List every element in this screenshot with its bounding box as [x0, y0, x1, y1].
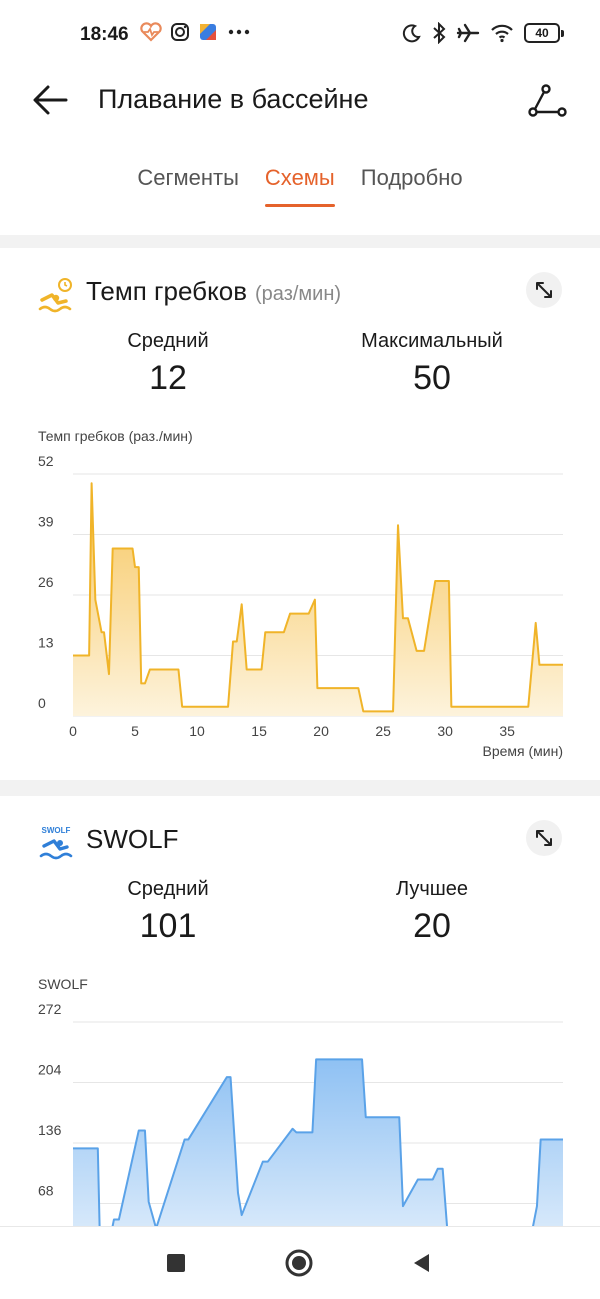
swolf-avg-value: 101 — [139, 907, 197, 945]
airplane-icon — [456, 23, 480, 43]
stroke-card-title-text: Темп гребков — [86, 276, 248, 306]
bluetooth-icon — [433, 22, 446, 44]
tab-charts[interactable]: Схемы — [264, 165, 335, 207]
x-tick-label: 35 — [499, 723, 515, 739]
tab-bar: Сегменты Схемы Подробно — [0, 165, 600, 207]
series-area — [73, 483, 563, 716]
x-tick-label: 25 — [375, 723, 391, 739]
swolf-chart: 68 136 204 272 — [38, 1001, 563, 1226]
x-tick-label: 0 — [69, 723, 77, 739]
swolf-best-stat: Лучшее 20 — [322, 878, 542, 946]
health-icon — [140, 22, 162, 42]
stroke-max-value: 50 — [413, 359, 451, 397]
tab-details[interactable]: Подробно — [360, 165, 463, 190]
recents-button[interactable] — [160, 1247, 192, 1279]
moon-icon — [402, 24, 421, 43]
y-tick-label: 68 — [38, 1183, 54, 1199]
status-bar: 18:46 — [0, 0, 600, 70]
tab-segments[interactable]: Сегменты — [137, 165, 239, 190]
stroke-chart-ylabel: Темп гребков (раз./мин) — [38, 428, 193, 444]
system-nav-bar — [0, 1226, 600, 1299]
x-tick-label: 20 — [313, 723, 329, 739]
back-button[interactable] — [30, 82, 80, 122]
route-button[interactable] — [526, 80, 570, 124]
series-area — [73, 1059, 563, 1226]
stroke-max-stat: Максимальный 50 — [322, 330, 542, 398]
y-tick-label: 13 — [38, 635, 54, 651]
y-tick-label: 0 — [38, 695, 46, 711]
instagram-icon — [171, 23, 189, 41]
y-tick-label: 136 — [38, 1122, 62, 1138]
swimmer-clock-icon — [38, 278, 72, 313]
stroke-avg-label: Средний — [127, 330, 209, 352]
series-line — [73, 482, 563, 713]
y-tick-label: 204 — [38, 1062, 62, 1078]
swolf-avg-label: Средний — [127, 878, 209, 900]
stroke-rate-chart: 0 13 26 39 52 0 5 10 15 20 25 30 35 Время (мин) — [38, 453, 563, 759]
swolf-best-value: 20 — [413, 907, 451, 945]
home-button[interactable] — [283, 1247, 315, 1279]
y-tick-label: 52 — [38, 453, 54, 469]
x-axis-label: Время (мин) — [482, 743, 563, 759]
header: Плавание в бассейне Сегменты Схемы Подро… — [0, 70, 600, 235]
x-tick-label: 10 — [189, 723, 205, 739]
swolf-best-label: Лучшее — [395, 878, 469, 900]
y-tick-label: 272 — [38, 1001, 62, 1017]
series-line — [73, 1058, 563, 1226]
triangle-back-icon — [414, 1254, 429, 1272]
stroke-rate-card: Темп гребков (раз/мин) Средний 12 Максима… — [0, 248, 600, 780]
stroke-max-label: Максимальный — [361, 330, 503, 352]
battery-indicator: 40 — [524, 23, 564, 43]
expand-icon — [536, 830, 552, 846]
y-tick-label: 39 — [38, 514, 54, 530]
swolf-card: SWOLF SWOLF Средний 101 Лучшее 20 SWOLF … — [0, 796, 600, 1226]
arrow-left-icon — [33, 85, 68, 115]
x-tick-label: 30 — [437, 723, 453, 739]
home-circle-icon — [285, 1249, 313, 1277]
wifi-icon — [491, 24, 513, 43]
status-time: 18:46 — [80, 24, 129, 45]
swolf-chart-ylabel: SWOLF — [38, 976, 88, 992]
expand-icon — [536, 282, 552, 298]
app-icon — [200, 24, 216, 40]
square-icon — [167, 1254, 185, 1272]
stroke-card-title: Темп гребков (раз/мин) — [86, 276, 341, 307]
stroke-card-unit: (раз/мин) — [255, 283, 342, 305]
swolf-avg-stat: Средний 101 — [58, 878, 278, 946]
stroke-avg-stat: Средний 12 — [58, 330, 278, 398]
route-icon — [528, 84, 567, 117]
swolf-icon-text: SWOLF — [42, 826, 71, 835]
swolf-expand-button[interactable] — [526, 820, 562, 856]
swolf-swimmer-icon: SWOLF — [39, 826, 73, 860]
back-nav-button[interactable] — [406, 1247, 438, 1279]
y-tick-label: 26 — [38, 574, 54, 590]
stroke-expand-button[interactable] — [526, 272, 562, 308]
status-app-icons — [140, 22, 252, 42]
stroke-avg-value: 12 — [149, 359, 187, 397]
x-tick-label: 15 — [251, 723, 267, 739]
swolf-card-title: SWOLF — [86, 824, 179, 854]
page-title: Плавание в бассейне — [98, 84, 369, 114]
x-tick-label: 5 — [131, 723, 139, 739]
more-dots-icon — [228, 29, 250, 35]
status-right-icons: 40 — [402, 22, 564, 44]
